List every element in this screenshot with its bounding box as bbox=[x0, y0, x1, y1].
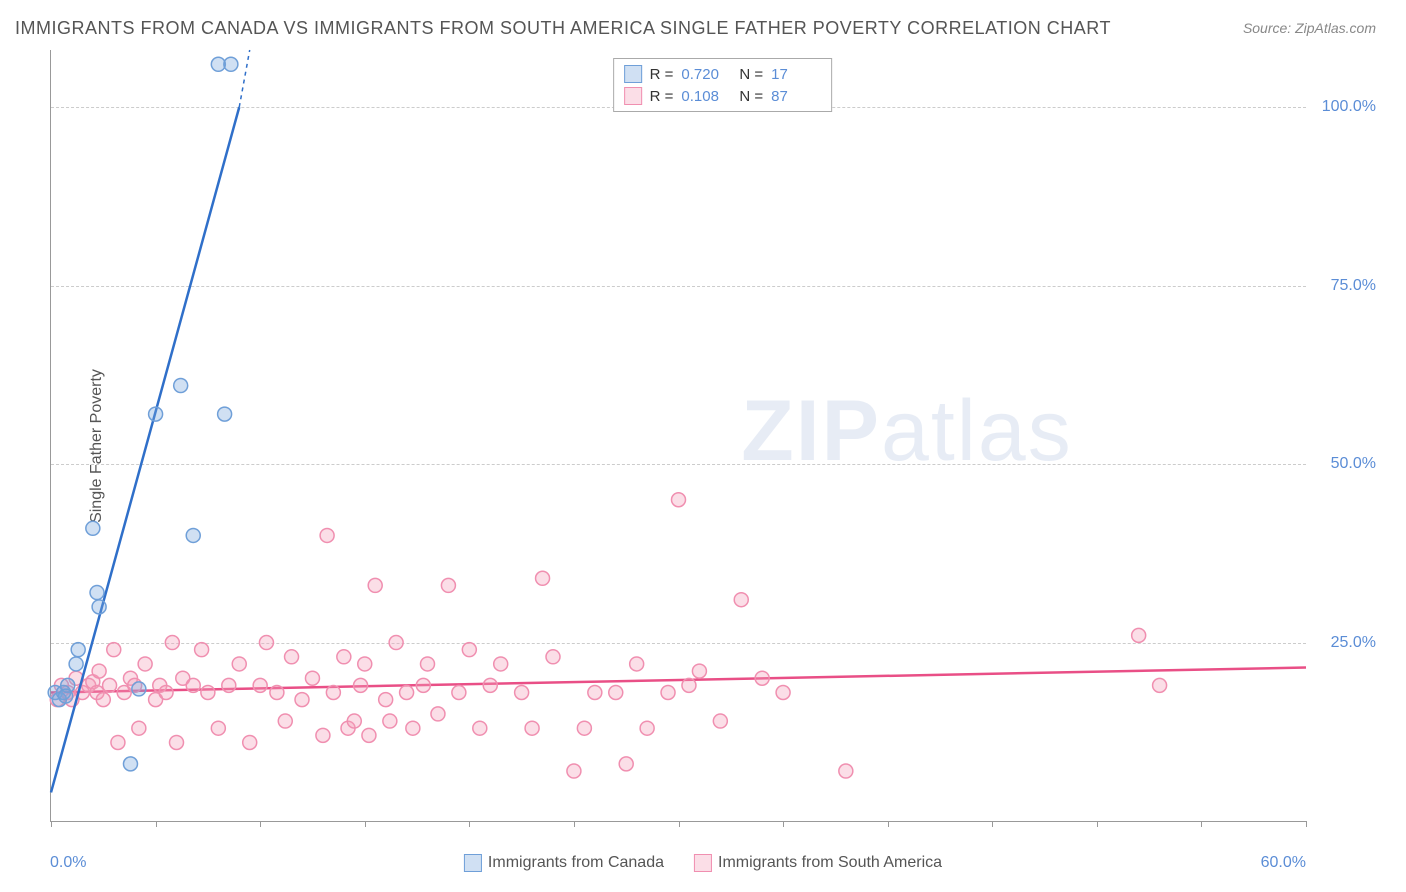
x-axis-max-label: 60.0% bbox=[1261, 854, 1306, 872]
legend-label-2: Immigrants from South America bbox=[718, 854, 942, 872]
r-label: R = bbox=[650, 66, 674, 83]
swatch-series2 bbox=[624, 87, 642, 105]
legend-item-2: Immigrants from South America bbox=[694, 854, 942, 872]
plot-area: ZIPatlas 25.0%50.0%75.0%100.0% R = 0.720… bbox=[50, 50, 1306, 822]
source-attribution: Source: ZipAtlas.com bbox=[1243, 20, 1376, 36]
stats-row-series1: R = 0.720 N = 17 bbox=[624, 63, 822, 85]
r-value-1: 0.720 bbox=[681, 66, 731, 83]
r-label: R = bbox=[650, 88, 674, 105]
swatch-series1 bbox=[624, 65, 642, 83]
legend-item-1: Immigrants from Canada bbox=[464, 854, 664, 872]
legend-label-1: Immigrants from Canada bbox=[488, 854, 664, 872]
chart-title: IMMIGRANTS FROM CANADA VS IMMIGRANTS FRO… bbox=[15, 18, 1111, 39]
n-label: N = bbox=[739, 66, 763, 83]
n-label: N = bbox=[739, 88, 763, 105]
x-axis-min-label: 0.0% bbox=[50, 854, 86, 872]
stats-row-series2: R = 0.108 N = 87 bbox=[624, 85, 822, 107]
bottom-legend: Immigrants from Canada Immigrants from S… bbox=[464, 854, 942, 872]
n-value-2: 87 bbox=[771, 88, 821, 105]
legend-swatch-1 bbox=[464, 854, 482, 872]
n-value-1: 17 bbox=[771, 66, 821, 83]
correlation-stats-box: R = 0.720 N = 17 R = 0.108 N = 87 bbox=[613, 58, 833, 112]
legend-swatch-2 bbox=[694, 854, 712, 872]
r-value-2: 0.108 bbox=[681, 88, 731, 105]
scatter-svg bbox=[51, 50, 1306, 821]
